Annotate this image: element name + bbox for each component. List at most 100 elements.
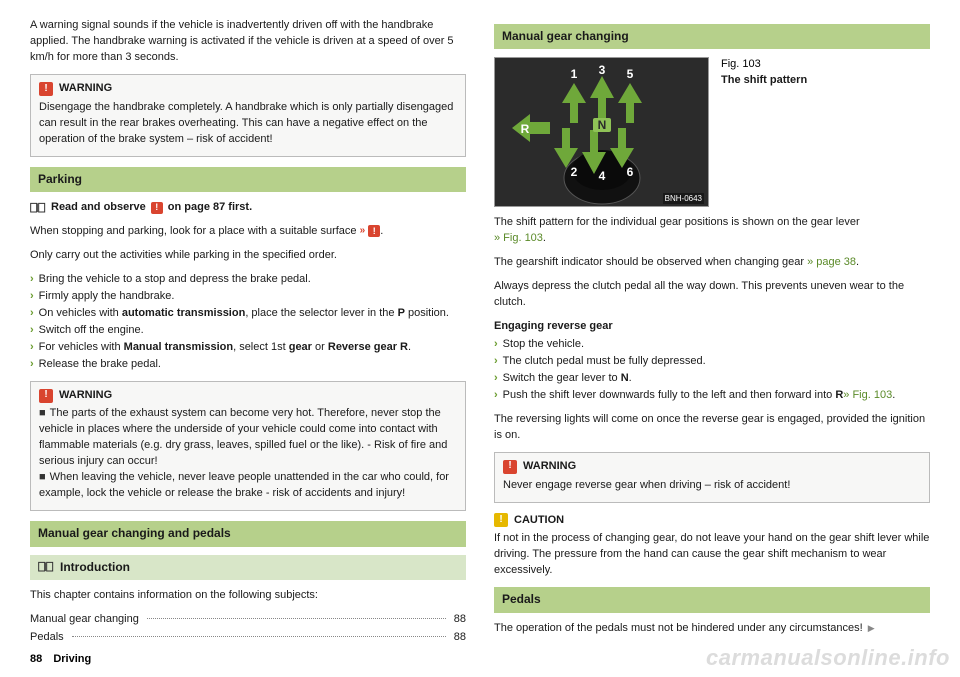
watermark: carmanualsonline.info bbox=[706, 645, 950, 671]
caution-icon: ! bbox=[494, 513, 508, 527]
bullet-text: On vehicles with automatic transmission,… bbox=[39, 306, 449, 322]
right-column: Manual gear changing bbox=[494, 18, 930, 648]
shift-pattern-image: 1 3 5 N R 2 4 6 BNH-0643 bbox=[494, 57, 709, 207]
bullet-icon: › bbox=[30, 323, 34, 339]
warning-box-reverse: ! WARNING Never engage reverse gear when… bbox=[494, 452, 930, 503]
toc-dots bbox=[147, 618, 446, 619]
heading-manual-pedals: Manual gear changing and pedals bbox=[30, 521, 466, 546]
warning-head: ! WARNING bbox=[39, 81, 457, 97]
bullet-icon: › bbox=[30, 306, 34, 322]
toc-dots bbox=[72, 636, 446, 637]
parking-p1: When stopping and parking, look for a pl… bbox=[30, 224, 466, 240]
continue-icon: ▶ bbox=[868, 623, 875, 633]
list-item: ›Firmly apply the handbrake. bbox=[30, 289, 466, 305]
bullet-text: Release the brake pedal. bbox=[39, 357, 161, 373]
subheading-text: Introduction bbox=[60, 560, 130, 574]
warning-text: Never engage reverse gear when driving –… bbox=[503, 478, 921, 494]
intro-paragraph: A warning signal sounds if the vehicle i… bbox=[30, 18, 466, 66]
pedals-paragraph: The operation of the pedals must not be … bbox=[494, 621, 930, 637]
bullet-icon: › bbox=[494, 388, 498, 404]
toc-label: Pedals bbox=[30, 630, 64, 646]
inline-warning-icon: ! bbox=[151, 202, 163, 214]
intro-chapter-text: This chapter contains information on the… bbox=[30, 588, 466, 604]
read-observe-suffix: on page 87 first. bbox=[168, 200, 252, 216]
reverse-bullets: ›Stop the vehicle. ›The clutch pedal mus… bbox=[494, 337, 930, 404]
svg-text:2: 2 bbox=[571, 165, 578, 179]
page-link[interactable]: » page 38 bbox=[807, 256, 856, 268]
right-p1: The shift pattern for the individual gea… bbox=[494, 215, 930, 247]
book-icon bbox=[30, 202, 46, 214]
svg-text:5: 5 bbox=[627, 67, 634, 81]
reverse-heading: Engaging reverse gear bbox=[494, 319, 930, 335]
warning-icon: ! bbox=[39, 389, 53, 403]
right-p4: The reversing lights will come on once t… bbox=[494, 412, 930, 444]
section-title: Driving bbox=[53, 653, 91, 665]
parking-p1-a: When stopping and parking, look for a pl… bbox=[30, 225, 360, 237]
page-number: 88 bbox=[30, 653, 42, 665]
warning-icon: ! bbox=[39, 82, 53, 96]
bullet-icon: › bbox=[494, 371, 498, 387]
toc: Manual gear changing 88 Pedals 88 bbox=[30, 612, 466, 646]
warning-head: ! WARNING bbox=[503, 459, 921, 475]
p2-a: The gearshift indicator should be observ… bbox=[494, 256, 807, 268]
ref-arrow-icon: » bbox=[360, 224, 366, 239]
p1-b: . bbox=[543, 232, 546, 244]
toc-row: Manual gear changing 88 bbox=[30, 612, 466, 628]
svg-text:N: N bbox=[598, 118, 607, 132]
list-item: ›Stop the vehicle. bbox=[494, 337, 930, 353]
page-footer: 88 Driving bbox=[30, 653, 91, 665]
warning-bullet-text: When leaving the vehicle, never leave pe… bbox=[39, 471, 449, 499]
parking-p2: Only carry out the activities while park… bbox=[30, 248, 466, 264]
fig-link[interactable]: » Fig. 103 bbox=[843, 389, 892, 401]
pedals-text: The operation of the pedals must not be … bbox=[494, 622, 863, 634]
bullet-icon: › bbox=[30, 340, 34, 356]
warning-icon: ! bbox=[503, 460, 517, 474]
list-item: › On vehicles with automatic transmission… bbox=[30, 306, 466, 322]
list-item: › The clutch pedal must be fully depresse… bbox=[494, 354, 930, 370]
bullet-text: Stop the vehicle. bbox=[503, 337, 584, 353]
warning-label: WARNING bbox=[59, 81, 112, 97]
bullet-text: Push the shift lever downwards fully to … bbox=[503, 388, 896, 404]
warning-box-handbrake: ! WARNING Disengage the handbrake comple… bbox=[30, 74, 466, 157]
subheading-intro: Introduction bbox=[30, 555, 466, 580]
read-observe-prefix: Read and observe bbox=[51, 200, 146, 216]
caution-text: If not in the process of changing gear, … bbox=[494, 531, 930, 579]
list-item: ›Switch the gear lever to N. bbox=[494, 371, 930, 387]
parking-p1-b: . bbox=[380, 225, 383, 237]
svg-text:6: 6 bbox=[627, 165, 634, 179]
caution-head: ! CAUTION bbox=[494, 513, 930, 529]
bullet-icon: › bbox=[494, 354, 498, 370]
figure-code: BNH-0643 bbox=[663, 193, 704, 205]
bullet-text: Bring the vehicle to a stop and depress … bbox=[39, 272, 311, 288]
warning-label: WARNING bbox=[523, 459, 576, 475]
bullet-icon: › bbox=[30, 272, 34, 288]
list-item: › For vehicles with Manual transmission, … bbox=[30, 340, 466, 356]
heading-manual-gear: Manual gear changing bbox=[494, 24, 930, 49]
warning-label: WARNING bbox=[59, 388, 112, 404]
list-item: ›Release the brake pedal. bbox=[30, 357, 466, 373]
figure-title: The shift pattern bbox=[721, 74, 807, 86]
inline-warning-icon: ! bbox=[368, 225, 380, 237]
book-icon bbox=[38, 561, 54, 573]
bullet-text: Firmly apply the handbrake. bbox=[39, 289, 175, 305]
left-column: A warning signal sounds if the vehicle i… bbox=[30, 18, 466, 648]
toc-page: 88 bbox=[454, 630, 466, 646]
heading-parking: Parking bbox=[30, 167, 466, 192]
toc-label: Manual gear changing bbox=[30, 612, 139, 628]
right-p2: The gearshift indicator should be observ… bbox=[494, 255, 930, 271]
list-item: › Switch off the engine. bbox=[30, 323, 466, 339]
bullet-text: Switch off the engine. bbox=[39, 323, 144, 339]
fig-link[interactable]: » Fig. 103 bbox=[494, 232, 543, 244]
read-observe-line: Read and observe ! on page 87 first. bbox=[30, 200, 466, 216]
p2-b: . bbox=[856, 256, 859, 268]
bullet-text: The clutch pedal must be fully depressed… bbox=[503, 354, 706, 370]
warning-text: Disengage the handbrake completely. A ha… bbox=[39, 100, 457, 148]
figure-block: 1 3 5 N R 2 4 6 BNH-0643 Fig. 103 The sh… bbox=[494, 57, 930, 207]
square-bullet-icon: ■ bbox=[39, 471, 46, 483]
page: A warning signal sounds if the vehicle i… bbox=[0, 0, 960, 648]
figure-number: Fig. 103 bbox=[721, 58, 761, 70]
right-p3: Always depress the clutch pedal all the … bbox=[494, 279, 930, 311]
bullet-text: For vehicles with Manual transmission, s… bbox=[39, 340, 411, 356]
svg-text:R: R bbox=[521, 122, 530, 136]
caution-label: CAUTION bbox=[514, 513, 564, 529]
